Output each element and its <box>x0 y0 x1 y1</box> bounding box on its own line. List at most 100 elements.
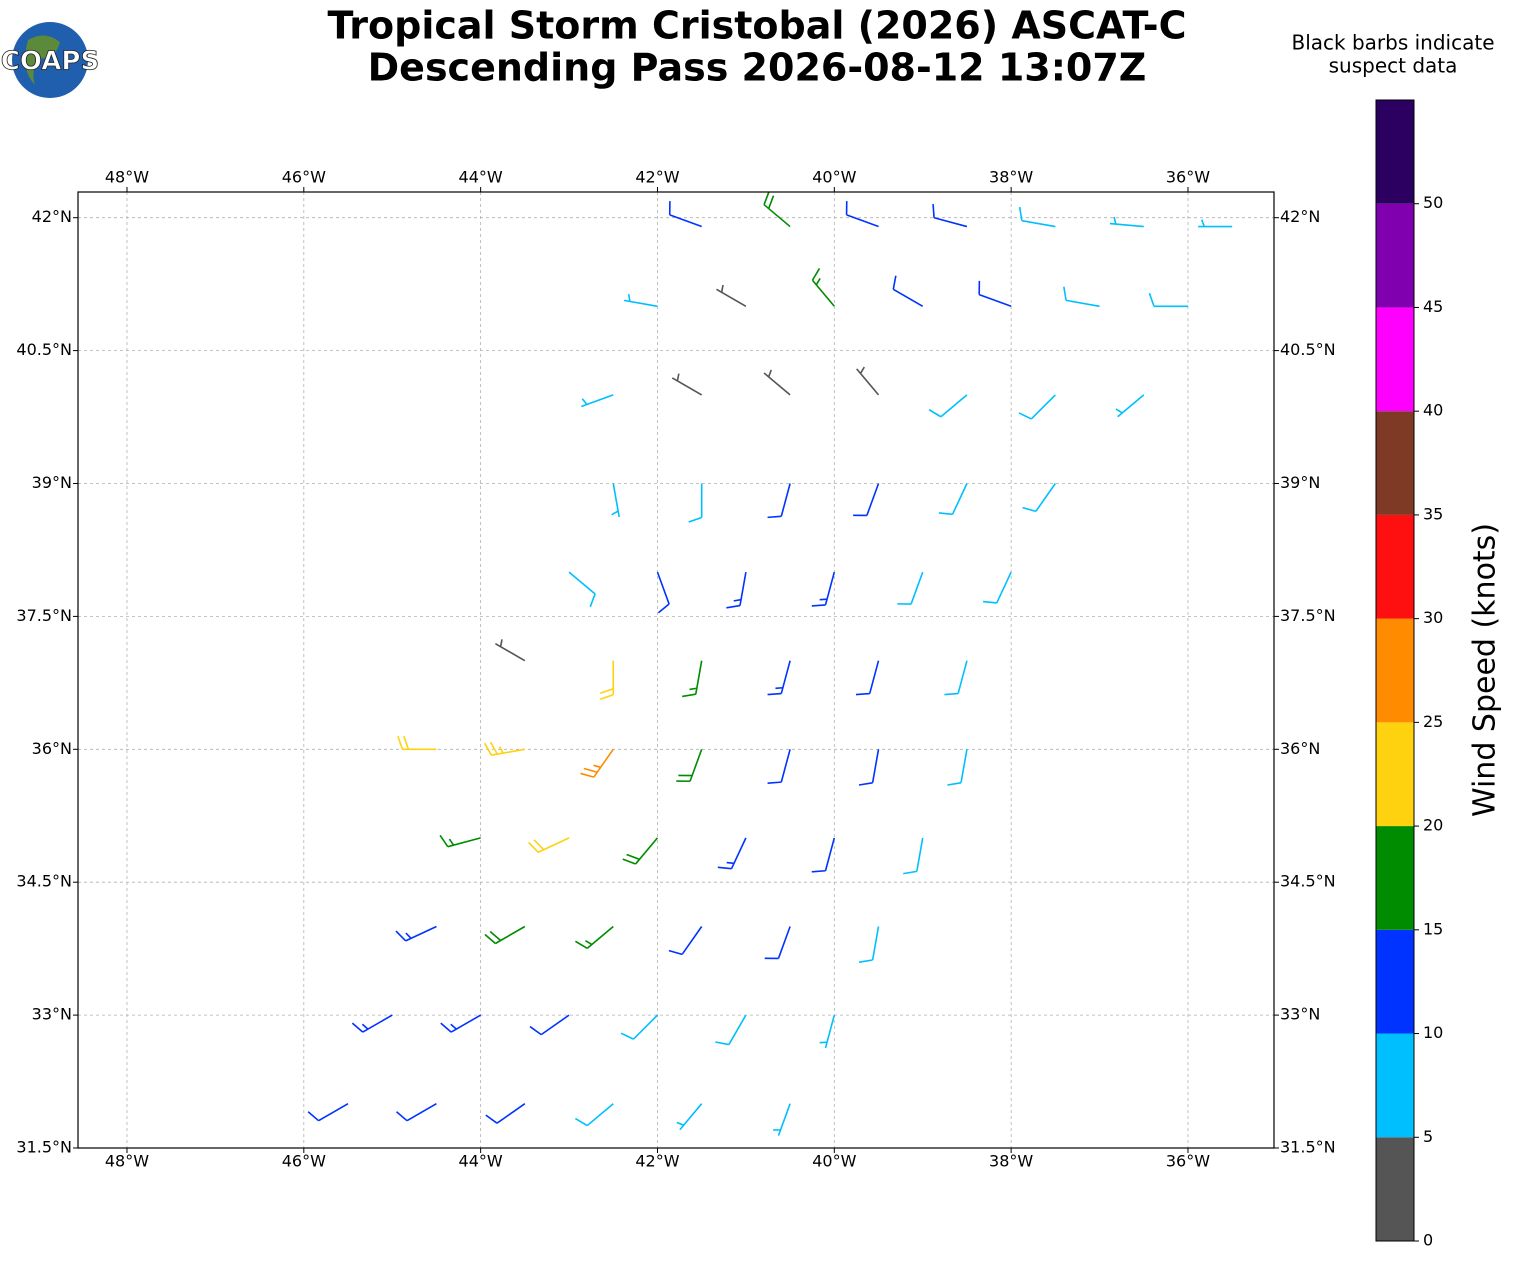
wind-barb <box>1018 394 1056 420</box>
colorbar-segment <box>1376 203 1414 308</box>
wind-barb <box>715 1014 747 1046</box>
wind-barb <box>568 571 596 608</box>
wind-barb <box>1109 216 1144 228</box>
wind-barb <box>574 1103 614 1127</box>
colorbar-segment <box>1376 1033 1414 1138</box>
wind-barb <box>811 837 836 873</box>
barb-feather <box>611 510 619 516</box>
barb-staff <box>362 1014 393 1033</box>
wind-barb <box>982 571 1012 604</box>
barb-feather <box>1200 219 1205 227</box>
barb-feather <box>583 767 598 774</box>
wind-barb <box>574 925 614 950</box>
barb-feather <box>405 932 412 939</box>
barb-feather <box>483 742 493 756</box>
barb-feather <box>528 841 539 853</box>
wind-barb <box>819 1014 836 1049</box>
colorbar-tick-label: 15 <box>1423 919 1443 938</box>
barb-feather <box>450 1023 457 1030</box>
x-tick-label: 38°W <box>989 1152 1033 1171</box>
colorbar-segment <box>1376 411 1414 515</box>
barb-feather <box>585 940 593 946</box>
barb-feather <box>626 853 640 861</box>
barb-feather <box>720 284 724 293</box>
wind-barb <box>858 926 880 963</box>
x-tick-label: 48°W <box>105 1152 149 1171</box>
x-tick-label: 40°W <box>812 168 856 187</box>
y-tick-label: 39°N <box>32 473 72 492</box>
barb-feather <box>859 366 865 374</box>
logo-land <box>25 35 60 85</box>
barb-staff <box>957 660 968 694</box>
barb-staff <box>1117 394 1145 418</box>
barb-staff <box>716 288 747 307</box>
wind-barb <box>483 741 525 756</box>
barb-feather <box>1113 216 1117 225</box>
barb-feather <box>767 781 782 784</box>
wind-barb <box>767 483 791 519</box>
barb-feather <box>932 203 935 218</box>
barb-feather <box>574 940 588 950</box>
wind-barb <box>811 267 835 307</box>
barb-feather <box>676 373 680 382</box>
wind-barb <box>1198 219 1233 228</box>
barb-feather <box>947 781 962 786</box>
wind-barb <box>811 571 836 607</box>
wind-barb <box>897 571 924 605</box>
wind-barb <box>620 1014 659 1040</box>
y-tick-label: 42°N <box>32 207 72 226</box>
colorbar-tick-label: 10 <box>1423 1023 1443 1042</box>
wind-barb <box>682 660 703 698</box>
barb-feather <box>440 1022 452 1033</box>
y-tick-label: 31.5°N <box>1280 1138 1336 1157</box>
barb-staff <box>496 1103 526 1124</box>
wind-barb <box>1063 286 1100 308</box>
barb-staff <box>656 571 670 605</box>
wind-barb <box>397 736 437 751</box>
y-tick-label: 40.5°N <box>1280 340 1336 359</box>
barb-staff <box>871 749 880 783</box>
barb-staff <box>871 926 880 961</box>
barb-staff <box>581 394 614 408</box>
barb-feather <box>717 866 732 870</box>
y-tick-label: 36°N <box>32 739 72 758</box>
barb-staff <box>856 368 880 396</box>
barb-feather <box>395 930 407 942</box>
wind-barb <box>767 660 791 696</box>
wind-barb <box>495 639 526 662</box>
barb-staff <box>1109 222 1144 228</box>
y-tick-label: 42°N <box>1280 207 1320 226</box>
barb-feather <box>767 195 775 209</box>
wind-barb <box>688 483 703 523</box>
wind-barb <box>676 1103 703 1131</box>
colorbar-tick-label: 25 <box>1423 712 1443 731</box>
barb-feather <box>600 687 614 695</box>
wind-barb <box>395 925 437 942</box>
wind-barb <box>1148 293 1188 308</box>
colorbar-tick-label: 0 <box>1423 1231 1433 1250</box>
barb-feather <box>361 1023 369 1030</box>
colorbar-tick-label: 5 <box>1423 1127 1433 1146</box>
barb-staff <box>495 643 526 662</box>
barb-feather <box>1018 412 1032 420</box>
barb-feather <box>533 839 545 851</box>
barb-staff <box>586 1103 614 1127</box>
barb-staff <box>1030 394 1056 420</box>
barb-staff <box>763 204 791 228</box>
wind-barb <box>855 660 880 696</box>
wind-barb <box>581 394 614 408</box>
colorbar-tick-label: 50 <box>1423 193 1443 212</box>
colorbar-tick-label: 45 <box>1423 297 1443 316</box>
wind-barb <box>622 837 659 865</box>
wind-barb <box>845 201 879 228</box>
barb-feather <box>944 692 959 696</box>
barb-feather <box>589 593 596 608</box>
wind-barb <box>716 284 747 307</box>
barb-feather <box>485 1114 498 1124</box>
wind-barb <box>600 660 615 701</box>
wind-barb <box>623 293 658 308</box>
barb-feather <box>892 275 897 290</box>
barb-feather <box>620 1032 634 1040</box>
barb-feather <box>811 869 826 873</box>
